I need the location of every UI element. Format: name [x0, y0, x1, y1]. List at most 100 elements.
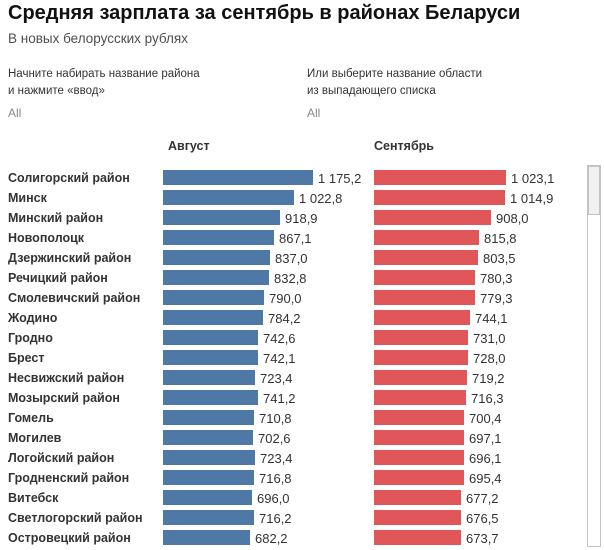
august-value: 867,1	[279, 231, 312, 246]
august-value: 716,8	[259, 471, 292, 486]
august-bar[interactable]	[163, 210, 280, 225]
table-row: Логойский район 723,4 696,1	[0, 450, 587, 470]
september-value: 697,1	[469, 431, 502, 446]
september-bar[interactable]	[374, 250, 478, 265]
district-label: Дзержинский район	[8, 251, 132, 265]
table-row: Речицкий район 832,8 780,3	[0, 270, 587, 290]
district-label: Несвижский район	[8, 371, 125, 385]
region-filter-dropdown[interactable]: All	[307, 106, 321, 120]
september-value: 908,0	[496, 211, 529, 226]
district-filter-label-line2: и нажмите «ввод»	[8, 85, 105, 97]
august-bar[interactable]	[163, 190, 294, 205]
table-row: Минск 1 022,8 1 014,9	[0, 190, 587, 210]
august-bar[interactable]	[163, 530, 250, 545]
september-value: 1 023,1	[511, 171, 555, 186]
district-label: Светлогорский район	[8, 511, 143, 525]
september-value: 696,1	[469, 451, 502, 466]
september-bar[interactable]	[374, 330, 468, 345]
september-bar[interactable]	[374, 170, 506, 185]
region-filter-label-line2: из выпадающего списка	[307, 85, 436, 97]
august-value: 723,4	[260, 451, 293, 466]
august-bar[interactable]	[163, 230, 274, 245]
august-value: 716,2	[259, 511, 292, 526]
august-bar[interactable]	[163, 330, 258, 345]
august-bar[interactable]	[163, 350, 258, 365]
table-row: Мозырский район 741,2 716,3	[0, 390, 587, 410]
table-row: Гродно 742,6 731,0	[0, 330, 587, 350]
district-label: Минск	[8, 191, 47, 205]
august-bar[interactable]	[163, 170, 313, 185]
table-row: Гомель 710,8 700,4	[0, 410, 587, 430]
district-label: Речицкий район	[8, 271, 108, 285]
august-bar[interactable]	[163, 250, 270, 265]
district-label: Смолевичский район	[8, 291, 141, 305]
column-header-september: Сентябрь	[374, 139, 434, 153]
september-bar[interactable]	[374, 190, 505, 205]
august-bar[interactable]	[163, 390, 258, 405]
table-row: Несвижский район 723,4 719,2	[0, 370, 587, 390]
table-row: Смолевичский район 790,0 779,3	[0, 290, 587, 310]
august-value: 742,1	[263, 351, 296, 366]
august-bar[interactable]	[163, 490, 252, 505]
district-label: Солигорский район	[8, 171, 130, 185]
district-filter-label-line1: Начните набирать название района	[8, 68, 200, 80]
september-value: 677,2	[466, 491, 499, 506]
august-bar[interactable]	[163, 290, 264, 305]
september-bar[interactable]	[374, 210, 491, 225]
august-value: 832,8	[274, 271, 307, 286]
september-value: 803,5	[483, 251, 516, 266]
september-value: 780,3	[480, 271, 513, 286]
august-value: 1 175,2	[318, 171, 362, 186]
table-row: Жодино 784,2 744,1	[0, 310, 587, 330]
september-value: 731,0	[473, 331, 506, 346]
september-bar[interactable]	[374, 530, 461, 545]
scrollbar-thumb[interactable]	[588, 166, 600, 215]
september-bar[interactable]	[374, 270, 475, 285]
district-label: Могилев	[8, 431, 62, 445]
september-bar[interactable]	[374, 410, 464, 425]
august-value: 742,6	[263, 331, 296, 346]
august-value: 741,2	[263, 391, 296, 406]
september-bar[interactable]	[374, 450, 464, 465]
district-label: Логойский район	[8, 451, 115, 465]
september-bar[interactable]	[374, 430, 464, 445]
september-bar[interactable]	[374, 510, 461, 525]
august-value: 696,0	[257, 491, 290, 506]
table-row: Солигорский район 1 175,2 1 023,1	[0, 170, 587, 190]
page-title: Средняя зарплата за сентябрь в районах Б…	[8, 2, 521, 24]
september-value: 719,2	[472, 371, 505, 386]
september-bar[interactable]	[374, 470, 464, 485]
table-row: Могилев 702,6 697,1	[0, 430, 587, 450]
september-bar[interactable]	[374, 370, 467, 385]
september-value: 695,4	[469, 471, 502, 486]
district-filter-input[interactable]: All	[8, 106, 22, 120]
september-bar[interactable]	[374, 490, 461, 505]
august-value: 710,8	[259, 411, 292, 426]
august-bar[interactable]	[163, 310, 263, 325]
district-label: Островецкий район	[8, 531, 131, 545]
august-bar[interactable]	[163, 470, 254, 485]
august-bar[interactable]	[163, 430, 253, 445]
september-bar[interactable]	[374, 310, 470, 325]
august-bar[interactable]	[163, 510, 254, 525]
page-subtitle: В новых белорусских рублях	[8, 31, 188, 46]
table-row: Витебск 696,0 677,2	[0, 490, 587, 510]
district-label: Гомель	[8, 411, 54, 425]
district-label: Витебск	[8, 491, 59, 505]
august-bar[interactable]	[163, 370, 255, 385]
august-value: 702,6	[258, 431, 291, 446]
september-bar[interactable]	[374, 350, 468, 365]
table-row: Новополоцк 867,1 815,8	[0, 230, 587, 250]
scrollbar-track[interactable]	[587, 165, 601, 547]
table-row: Брест 742,1 728,0	[0, 350, 587, 370]
august-bar[interactable]	[163, 410, 254, 425]
september-bar[interactable]	[374, 230, 479, 245]
august-bar[interactable]	[163, 270, 269, 285]
region-filter-label: Или выберите название области из выпадаю…	[307, 66, 482, 100]
september-bar[interactable]	[374, 390, 466, 405]
september-bar[interactable]	[374, 290, 475, 305]
table-row: Дзержинский район 837,0 803,5	[0, 250, 587, 270]
column-header-august: Август	[168, 139, 210, 153]
august-bar[interactable]	[163, 450, 255, 465]
district-label: Мозырский район	[8, 391, 120, 405]
